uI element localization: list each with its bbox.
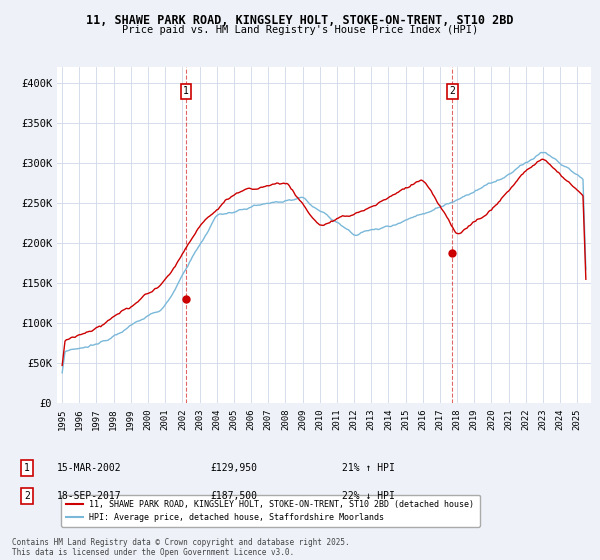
Text: £187,500: £187,500 bbox=[210, 491, 257, 501]
Text: £129,950: £129,950 bbox=[210, 463, 257, 473]
Text: 1: 1 bbox=[183, 86, 189, 96]
Text: Contains HM Land Registry data © Crown copyright and database right 2025.
This d: Contains HM Land Registry data © Crown c… bbox=[12, 538, 350, 557]
Text: 2: 2 bbox=[449, 86, 455, 96]
Text: 15-MAR-2002: 15-MAR-2002 bbox=[57, 463, 122, 473]
Text: 21% ↑ HPI: 21% ↑ HPI bbox=[342, 463, 395, 473]
Text: 18-SEP-2017: 18-SEP-2017 bbox=[57, 491, 122, 501]
Text: 1: 1 bbox=[24, 463, 30, 473]
Legend: 11, SHAWE PARK ROAD, KINGSLEY HOLT, STOKE-ON-TRENT, ST10 2BD (detached house), H: 11, SHAWE PARK ROAD, KINGSLEY HOLT, STOK… bbox=[61, 494, 479, 527]
Text: Price paid vs. HM Land Registry's House Price Index (HPI): Price paid vs. HM Land Registry's House … bbox=[122, 25, 478, 35]
Text: 2: 2 bbox=[24, 491, 30, 501]
Text: 11, SHAWE PARK ROAD, KINGSLEY HOLT, STOKE-ON-TRENT, ST10 2BD: 11, SHAWE PARK ROAD, KINGSLEY HOLT, STOK… bbox=[86, 14, 514, 27]
Text: 22% ↓ HPI: 22% ↓ HPI bbox=[342, 491, 395, 501]
